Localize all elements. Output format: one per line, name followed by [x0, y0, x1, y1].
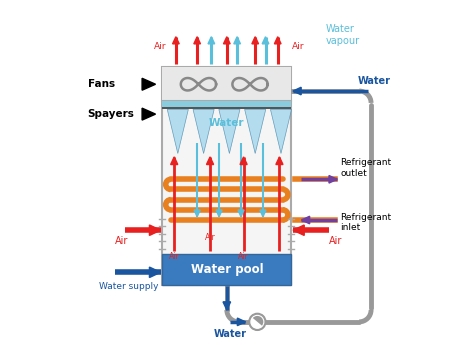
Polygon shape — [173, 37, 179, 44]
Text: Air: Air — [169, 252, 180, 261]
Polygon shape — [219, 109, 240, 154]
Polygon shape — [142, 78, 155, 90]
Polygon shape — [237, 318, 246, 326]
Text: Water: Water — [209, 118, 245, 128]
Bar — [162, 67, 292, 101]
Text: Spayers: Spayers — [88, 109, 135, 119]
Circle shape — [249, 313, 266, 331]
Text: Water supply: Water supply — [99, 282, 158, 291]
Wedge shape — [253, 316, 263, 326]
Polygon shape — [293, 87, 301, 95]
Bar — [162, 254, 292, 285]
Polygon shape — [216, 210, 222, 217]
Polygon shape — [142, 108, 155, 120]
Polygon shape — [223, 37, 230, 44]
Text: Water
vapour: Water vapour — [325, 24, 359, 46]
Text: Refrigerant
inlet: Refrigerant inlet — [340, 213, 392, 232]
Polygon shape — [149, 225, 161, 235]
Text: Refrigerant
outlet: Refrigerant outlet — [340, 158, 392, 178]
Polygon shape — [240, 157, 247, 165]
Text: Air: Air — [238, 252, 249, 261]
Polygon shape — [193, 109, 214, 154]
Text: Water: Water — [214, 329, 246, 339]
Polygon shape — [223, 302, 231, 310]
Circle shape — [251, 315, 264, 328]
Text: Air: Air — [155, 42, 167, 51]
Polygon shape — [194, 37, 201, 44]
Text: Water: Water — [358, 76, 391, 86]
Polygon shape — [293, 225, 304, 235]
Text: Air: Air — [292, 42, 304, 51]
Text: Fans: Fans — [88, 79, 115, 89]
Polygon shape — [262, 37, 269, 44]
Polygon shape — [245, 109, 266, 154]
Polygon shape — [208, 37, 215, 44]
Polygon shape — [234, 37, 240, 44]
Polygon shape — [194, 210, 200, 217]
Polygon shape — [252, 37, 258, 44]
Polygon shape — [167, 109, 188, 154]
Bar — [162, 107, 292, 109]
Text: Water pool: Water pool — [191, 263, 263, 276]
Polygon shape — [260, 210, 266, 217]
Polygon shape — [276, 157, 283, 165]
Text: Air: Air — [205, 233, 215, 243]
Polygon shape — [207, 157, 214, 165]
Polygon shape — [171, 157, 178, 165]
Polygon shape — [271, 109, 292, 154]
Polygon shape — [274, 37, 281, 44]
Bar — [162, 67, 292, 285]
Polygon shape — [329, 176, 337, 183]
Polygon shape — [238, 210, 244, 217]
Bar — [162, 100, 292, 107]
Polygon shape — [149, 267, 161, 277]
Text: Air: Air — [329, 236, 342, 246]
Text: Air: Air — [115, 236, 128, 246]
Polygon shape — [301, 216, 310, 224]
